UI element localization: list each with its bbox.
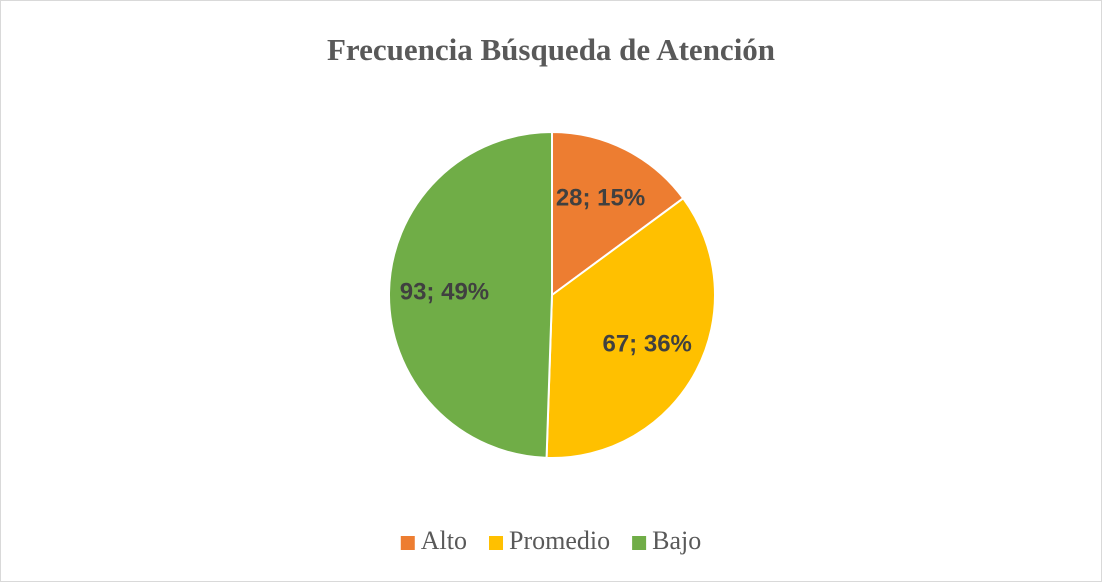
data-label: 67; 36% (602, 330, 691, 357)
legend-swatch (400, 536, 415, 550)
legend-swatch (632, 536, 647, 550)
chart-title: Frecuencia Búsqueda de Atención (327, 32, 775, 67)
legend-label: Bajo (652, 526, 701, 555)
pie-slice (551, 130, 685, 297)
legend-swatch (489, 536, 504, 550)
data-label: 93; 49% (400, 279, 489, 306)
pie-slice (388, 130, 553, 459)
data-label: 28; 15% (556, 184, 645, 211)
legend-label: Alto (421, 526, 467, 555)
pie-slice (545, 196, 716, 459)
legend-label: Promedio (509, 526, 610, 555)
